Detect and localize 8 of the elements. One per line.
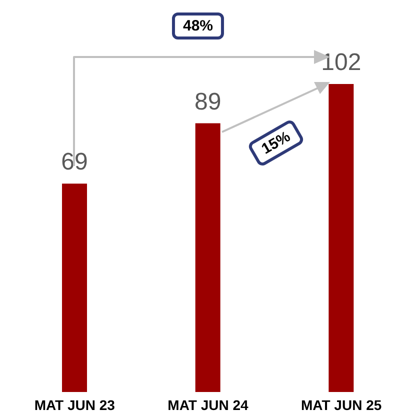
x-tick-label: MAT JUN 24 xyxy=(168,396,249,413)
annotation: 15% xyxy=(246,118,306,168)
data-label: 69 xyxy=(61,148,88,176)
text: 48% xyxy=(172,12,224,40)
x-tick-label: MAT JUN 25 xyxy=(301,396,382,413)
data-label: 102 xyxy=(321,49,362,76)
data-label: 89 xyxy=(194,88,222,116)
x-tick-label: MAT JUN 23 xyxy=(34,396,116,413)
